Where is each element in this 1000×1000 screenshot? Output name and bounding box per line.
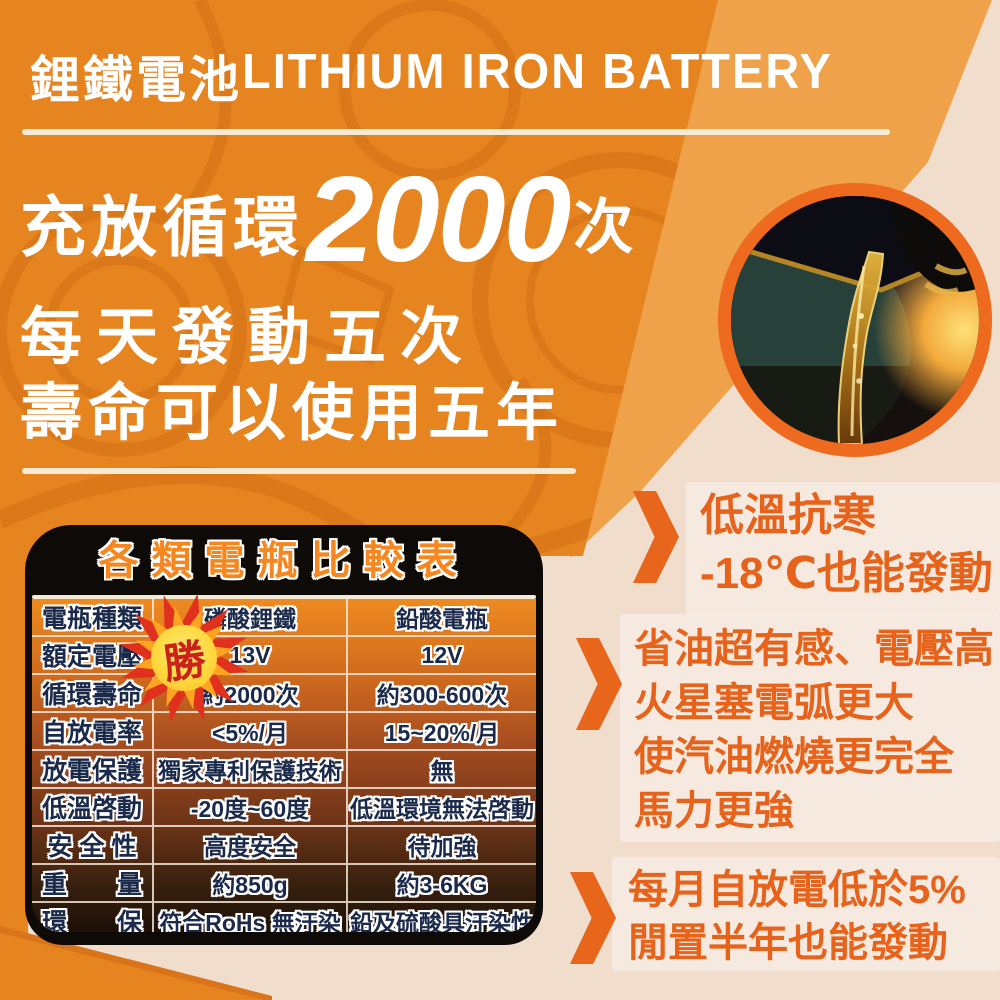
table-row: 重 量 約850g 約3-6KG bbox=[32, 865, 536, 903]
cell-lithium: 符合RoHs 無汙染 bbox=[154, 903, 348, 932]
cell-lithium: 獨家專利保護技術 bbox=[154, 751, 348, 787]
callout-line: 每月自放電低於5% bbox=[628, 868, 966, 912]
cell-lithium: 高度安全 bbox=[154, 827, 348, 863]
callout-line: 省油超有感、電壓高 bbox=[634, 627, 994, 671]
table-row: 環 保 符合RoHs 無汙染 鉛及硫酸具汙染性 bbox=[32, 903, 536, 932]
callout-panel bbox=[612, 857, 1000, 971]
table-title: 各類電瓶比較表 bbox=[98, 539, 470, 583]
win-badge-core bbox=[151, 625, 217, 691]
win-badge-label: 勝 bbox=[160, 634, 209, 688]
callout-line: 使汽油燃燒更完全 bbox=[634, 735, 954, 779]
table-row: 電瓶種類 磷酸鋰鐵 鉛酸電瓶 bbox=[32, 599, 536, 637]
callout-line: 馬力更強 bbox=[634, 789, 794, 833]
hero-line-2: 每天發動五次 bbox=[20, 303, 477, 372]
cell-lead: 約3-6KG bbox=[396, 872, 488, 898]
header-divider bbox=[22, 129, 890, 135]
callout-line: 火星塞電弧更大 bbox=[634, 681, 914, 725]
callout-line: 低溫抗寒 bbox=[700, 491, 876, 540]
row-label: 電瓶種類 bbox=[32, 599, 154, 635]
hero-divider bbox=[22, 468, 576, 474]
chevron-right-icon bbox=[570, 872, 616, 964]
cycle-count: 2000 bbox=[306, 151, 571, 287]
table-row: 自放電率 <5%/月 15~20%/月 bbox=[32, 713, 536, 751]
table-row: 安 全 性 高度安全 待加強 bbox=[32, 827, 536, 865]
table-row: 額定電壓 13V 12V bbox=[32, 637, 536, 675]
row-label: 放電保護 bbox=[32, 751, 154, 787]
callout-fuel-saving: 省油超有感、電壓高 火星塞電弧更大 使汽油燃燒更完全 馬力更強 bbox=[634, 622, 994, 838]
callout-panel bbox=[686, 482, 1000, 615]
cell-lithium: 約850g bbox=[154, 865, 348, 901]
cell-lead: 鉛及硫酸具汙染性 bbox=[350, 910, 534, 932]
cell-lead: 無 bbox=[430, 758, 454, 784]
hero-line-1-prefix: 充放循環 bbox=[20, 190, 304, 264]
callout-line: 閒置半年也能發動 bbox=[628, 921, 948, 965]
callout-panel bbox=[620, 614, 1000, 842]
row-label: 環 保 bbox=[32, 903, 154, 932]
cell-lead: 鉛酸電瓶 bbox=[396, 606, 488, 632]
row-label: 自放電率 bbox=[32, 713, 154, 749]
brand-title-zh: 鋰鐵電池 bbox=[30, 52, 242, 108]
cell-lead: 12V bbox=[421, 641, 463, 668]
chevron-right-icon bbox=[633, 491, 679, 583]
cell-lead: 約300-600次 bbox=[376, 682, 508, 708]
hero-line-1: 充放循環 2000 次 bbox=[20, 158, 633, 286]
win-badge: 勝 bbox=[118, 592, 250, 724]
cell-lithium: 13V bbox=[154, 637, 348, 673]
table-body: 電瓶種類 磷酸鋰鐵 鉛酸電瓶 額定電壓 13V 12V 循環壽命 約2000次 … bbox=[32, 599, 536, 932]
cell-lead: 低溫環境無法啓動 bbox=[350, 796, 534, 822]
callout-self-discharge: 每月自放電低於5% 閒置半年也能發動 bbox=[628, 864, 966, 970]
hero-line-3: 壽命可以使用五年 bbox=[20, 379, 565, 448]
callout-line: -18℃也能發動 bbox=[700, 549, 993, 598]
hero-line-1-suffix: 次 bbox=[573, 193, 634, 261]
table-title-divider bbox=[32, 595, 536, 599]
comparison-table: 各類電瓶比較表 電瓶種類 磷酸鋰鐵 鉛酸電瓶 額定電壓 13V 12V 循環壽命… bbox=[25, 525, 543, 945]
table-row: 循環壽命 約2000次 約300-600次 bbox=[32, 675, 536, 713]
table-row: 低溫啓動 -20度~60度 低溫環境無法啓動 bbox=[32, 789, 536, 827]
row-label: 低溫啓動 bbox=[32, 789, 154, 825]
row-label: 重 量 bbox=[32, 865, 154, 901]
row-label: 安 全 性 bbox=[32, 827, 154, 863]
chevron-right-icon bbox=[576, 638, 622, 730]
cell-lead: 待加強 bbox=[407, 834, 477, 860]
left-edge-strip bbox=[0, 540, 28, 1000]
cell-lithium: <5%/月 bbox=[154, 713, 348, 749]
oil-pour-photo bbox=[731, 196, 979, 444]
cell-lead: 15~20%/月 bbox=[384, 720, 500, 746]
table-row: 放電保護 獨家專利保護技術 無 bbox=[32, 751, 536, 789]
brand-title-en: LITHIUM IRON BATTERY bbox=[242, 43, 833, 99]
oil-photo-ring bbox=[718, 183, 992, 457]
callout-low-temp: 低溫抗寒 -18℃也能發動 bbox=[700, 487, 993, 603]
cell-lithium: -20度~60度 bbox=[154, 789, 348, 825]
